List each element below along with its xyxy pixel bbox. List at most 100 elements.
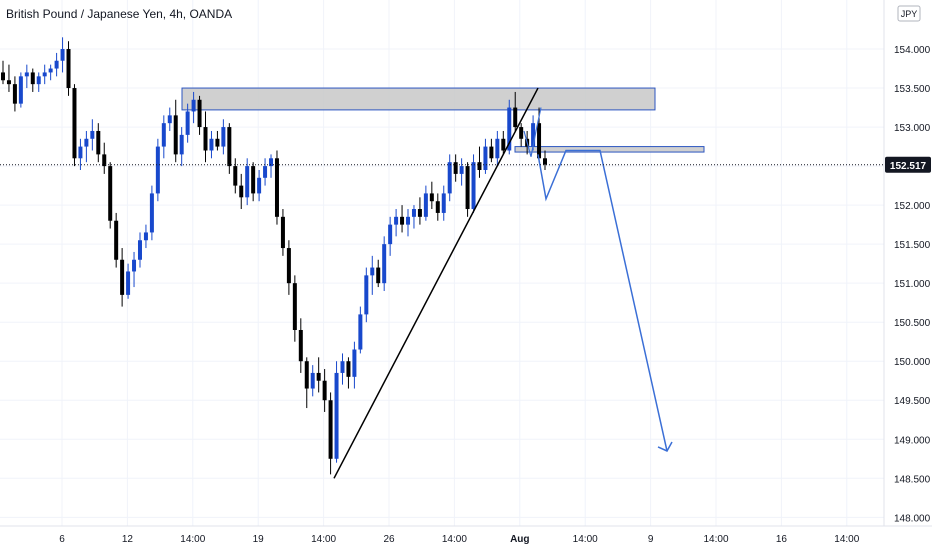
- grid-lines: [0, 0, 884, 526]
- candle-body: [334, 372, 339, 459]
- currency-badge[interactable]: JPY: [897, 5, 921, 22]
- candle-body: [352, 349, 357, 377]
- y-tick-label: 148.000: [894, 513, 931, 524]
- y-tick-label: 153.500: [894, 84, 931, 95]
- candle-body: [513, 107, 518, 128]
- y-tick-label: 153.000: [894, 123, 931, 134]
- candle-body: [48, 68, 53, 73]
- candle-body: [465, 166, 470, 210]
- candle-body: [126, 271, 131, 295]
- candle-body: [191, 99, 196, 112]
- y-tick-label: 151.000: [894, 279, 931, 290]
- y-tick-label: 150.500: [894, 318, 931, 329]
- candle-body: [102, 154, 107, 167]
- resistance-zone[interactable]: [181, 87, 656, 111]
- candle-body: [310, 372, 315, 389]
- candle-body: [435, 201, 440, 213]
- candle-body: [519, 127, 524, 139]
- x-tick-label: 14:00: [311, 534, 336, 545]
- candle-body: [167, 115, 172, 124]
- candle-body: [322, 380, 327, 401]
- candle-body: [84, 138, 89, 147]
- candle-body: [537, 123, 542, 159]
- y-tick-label: 149.500: [894, 396, 931, 407]
- candle-body: [72, 88, 77, 159]
- x-tick-label: 14:00: [180, 534, 205, 545]
- candle-body: [251, 166, 256, 194]
- candle-body: [376, 267, 381, 284]
- x-tick-label: Aug: [510, 534, 529, 545]
- x-tick-label: 9: [648, 534, 654, 545]
- chart-title: British Pound / Japanese Yen, 4h, OANDA: [6, 7, 233, 21]
- x-tick-label: 14:00: [573, 534, 598, 545]
- candle-body: [179, 134, 184, 155]
- candle-body: [215, 138, 220, 147]
- y-tick-label: 151.500: [894, 240, 931, 251]
- candle-body: [245, 166, 250, 198]
- candle-body: [221, 127, 226, 147]
- candle-body: [346, 361, 351, 377]
- candle-body: [203, 127, 208, 151]
- y-tick-label: 154.000: [894, 45, 931, 56]
- candle-body: [394, 216, 399, 225]
- candle-body: [507, 107, 512, 151]
- candle-body: [227, 127, 232, 167]
- candle-body: [280, 216, 285, 249]
- y-tick-label: 152.000: [894, 201, 931, 212]
- candle-body: [417, 209, 422, 217]
- candle-body: [292, 283, 297, 330]
- candle-body: [471, 162, 476, 210]
- candle-body: [233, 166, 238, 186]
- current-price-tag: [885, 156, 931, 173]
- candle-body: [137, 240, 142, 260]
- projection-path[interactable]: [537, 149, 668, 452]
- candle-body: [411, 209, 416, 217]
- candle-body: [143, 232, 148, 241]
- trendline[interactable]: [333, 87, 539, 479]
- y-tick-label: 148.500: [894, 474, 931, 485]
- candle-body: [453, 162, 458, 174]
- candle-body: [429, 193, 434, 202]
- current-price-label: 152.517: [890, 161, 927, 172]
- candle-body: [274, 158, 279, 217]
- y-tick-label: 149.000: [894, 435, 931, 446]
- candle-body: [406, 216, 411, 225]
- price-axis[interactable]: 154.000153.500153.000152.500152.000151.5…: [883, 0, 931, 526]
- candle-body: [185, 111, 190, 135]
- x-tick-label: 6: [59, 534, 65, 545]
- candle-body: [120, 259, 125, 295]
- candle-body: [441, 193, 446, 213]
- drawings: [333, 87, 673, 479]
- candle-body: [495, 138, 500, 159]
- candle-body: [96, 130, 101, 155]
- candle-body: [90, 130, 95, 139]
- time-axis[interactable]: 6 12 14:00 19 14:00 26 14:00 Aug 14:00 9 14:00 16 14…: [0, 525, 932, 545]
- candle-body: [358, 314, 363, 350]
- candle-body: [78, 146, 83, 159]
- candle-body: [209, 138, 214, 151]
- candle-body: [364, 275, 369, 315]
- projection-wave: [523, 107, 542, 157]
- candle-body: [340, 361, 345, 373]
- candle-body: [108, 166, 113, 221]
- support-zone[interactable]: [514, 146, 705, 153]
- candle-body: [477, 162, 482, 170]
- x-tick-label: 26: [383, 534, 395, 545]
- candle-body: [459, 166, 464, 174]
- x-tick-label: 12: [122, 534, 134, 545]
- candle-body: [60, 49, 65, 61]
- candle-body: [304, 361, 309, 389]
- candle-body: [328, 400, 333, 459]
- candle-body: [149, 193, 154, 233]
- x-tick-label: 19: [253, 534, 265, 545]
- drawing-zones: [181, 87, 705, 153]
- y-tick-label: 150.000: [894, 357, 931, 368]
- candle-body: [543, 158, 547, 165]
- x-tick-label: 16: [776, 534, 788, 545]
- candle-body: [155, 146, 160, 194]
- candle-body: [501, 138, 506, 151]
- candle-body: [286, 248, 291, 284]
- candle-body: [370, 267, 375, 276]
- candle-body: [489, 146, 494, 159]
